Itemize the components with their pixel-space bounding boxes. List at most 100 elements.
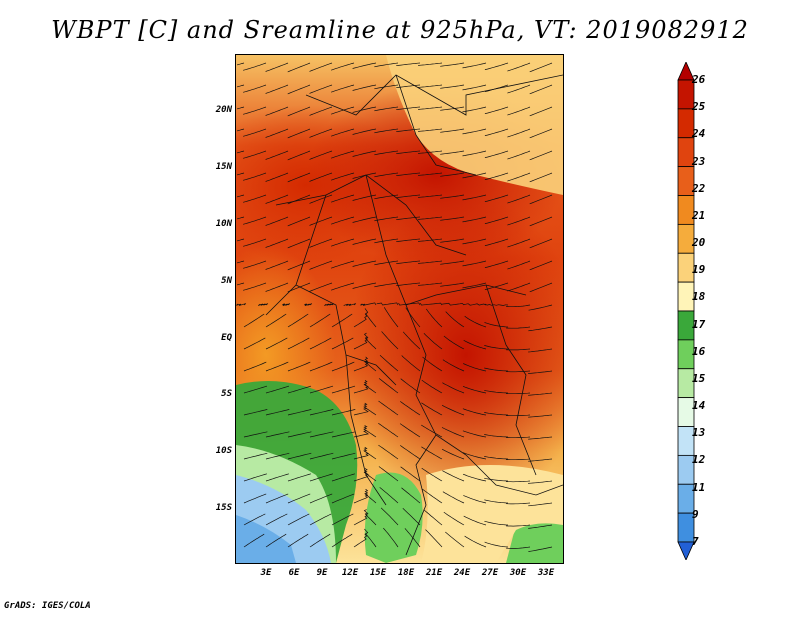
streamline (374, 172, 399, 178)
lat-tick-15s: 15S (215, 503, 232, 513)
streamline (352, 238, 377, 245)
lat-tick-5n: 5N (221, 276, 232, 286)
colorbar-label: 22 (692, 181, 706, 195)
streamline (418, 282, 443, 286)
streamline (505, 348, 531, 351)
streamline (484, 106, 509, 114)
streamline (363, 509, 377, 526)
streamline (309, 361, 333, 372)
streamline (440, 282, 465, 287)
streamline (462, 408, 487, 416)
streamline (507, 62, 531, 72)
colorbar-label: 23 (692, 154, 706, 168)
streamline (309, 313, 331, 328)
streamline (353, 492, 369, 504)
streamline (309, 493, 333, 504)
streamline (237, 128, 245, 132)
streamline (396, 106, 421, 111)
colorbar-label: 15 (692, 371, 706, 385)
streamline (401, 355, 421, 372)
streamline (353, 360, 369, 372)
streamline (529, 282, 553, 293)
streamline (462, 430, 487, 438)
lon-tick-33e: 33E (537, 568, 555, 578)
streamline (309, 385, 334, 394)
streamline (529, 172, 553, 183)
streamline (505, 392, 531, 395)
streamline (243, 260, 267, 269)
streamline (380, 507, 399, 526)
streamline (422, 356, 443, 372)
streamline (331, 493, 355, 504)
streamline (396, 216, 421, 221)
streamline (363, 402, 377, 416)
streamline (442, 491, 465, 504)
streamline (440, 238, 465, 243)
streamline (426, 308, 443, 328)
streamline (441, 302, 465, 306)
streamline (484, 260, 509, 268)
streamline (463, 303, 487, 306)
streamline (374, 84, 399, 90)
streamline (352, 194, 377, 201)
streamline (528, 480, 553, 484)
streamline (484, 84, 509, 92)
lon-tick-24e: 24E (453, 568, 471, 578)
streamline (421, 379, 443, 394)
streamline (330, 128, 355, 137)
streamline (507, 128, 531, 138)
streamline (374, 238, 399, 244)
colorbar-bottom-arrow (677, 541, 695, 560)
colorbar-label: 11 (692, 480, 706, 494)
streamline (265, 409, 290, 416)
lat-tick-eq: EQ (221, 333, 232, 343)
streamline (462, 216, 487, 223)
streamline (484, 456, 509, 460)
streamline (309, 238, 333, 248)
streamline (529, 84, 553, 95)
streamline (331, 473, 356, 482)
streamline (265, 337, 288, 350)
streamline (309, 431, 334, 438)
lon-tick-15e: 15E (369, 568, 387, 578)
streamline (378, 423, 399, 438)
streamline (243, 128, 267, 137)
streamline (463, 495, 487, 504)
streamline (243, 409, 268, 416)
streamline (400, 378, 421, 394)
streamline (379, 354, 399, 372)
streamline (265, 282, 289, 292)
streamline (309, 62, 333, 72)
colorbar (677, 62, 695, 560)
streamline (237, 172, 245, 176)
streamline (237, 150, 245, 154)
streamline (484, 172, 509, 180)
map-title: WBPT [C] and Sreamline at 925hPa, VT: 20… (51, 16, 749, 44)
streamline (506, 326, 531, 329)
streamline (381, 331, 399, 350)
streamline (331, 452, 356, 460)
streamline (287, 452, 312, 460)
streamline (364, 528, 377, 548)
streamline (484, 520, 509, 526)
streamline (402, 331, 421, 350)
streamline (353, 383, 369, 394)
streamline (528, 502, 553, 507)
streamline (529, 260, 553, 271)
lon-tick-27e: 27E (481, 568, 499, 578)
streamline (331, 431, 356, 438)
streamline (265, 313, 287, 328)
streamline (528, 524, 553, 529)
streamline (418, 62, 443, 66)
streamline (237, 106, 245, 110)
streamline (352, 150, 377, 157)
streamline (528, 458, 553, 462)
streamline (330, 172, 355, 181)
colorbar-label: 17 (692, 317, 706, 331)
streamline (401, 487, 421, 504)
colorbar-label: 26 (692, 73, 706, 86)
streamline (243, 84, 267, 93)
colorbar-label: 19 (692, 263, 706, 277)
streamline (265, 216, 289, 226)
streamline (378, 444, 399, 460)
